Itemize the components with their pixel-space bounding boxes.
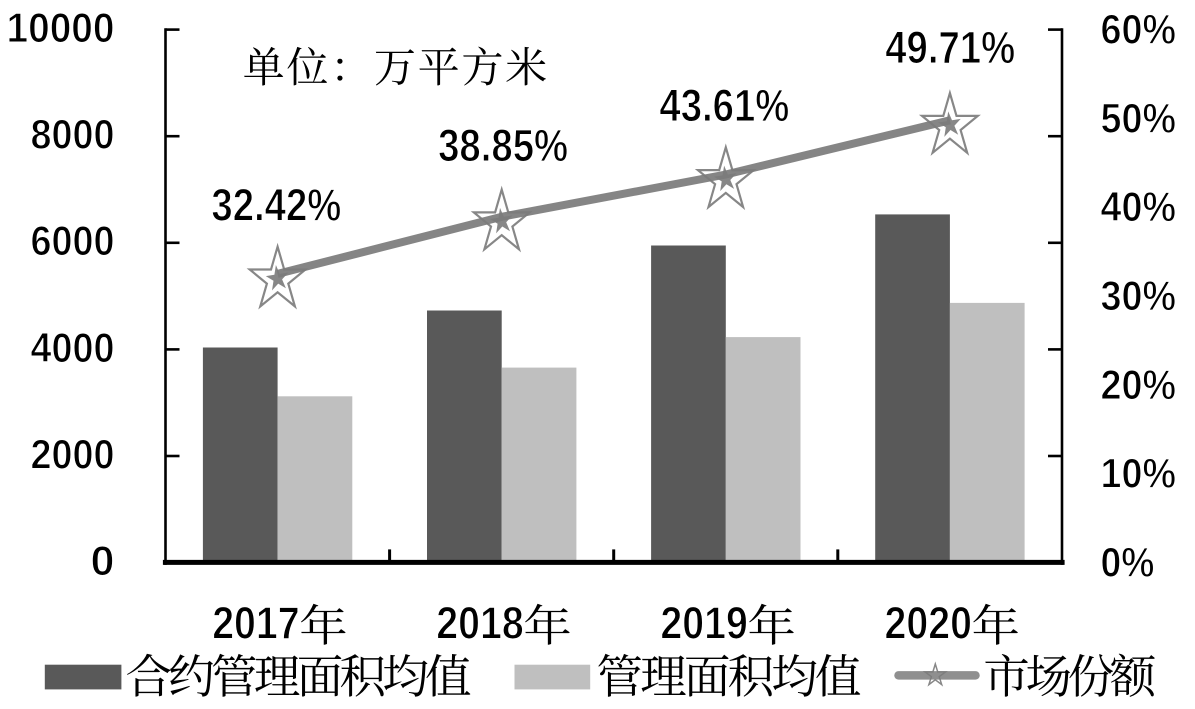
- svg-text:0%: 0%: [1101, 539, 1155, 586]
- svg-text:38.85%: 38.85%: [438, 120, 568, 171]
- svg-text:32.42%: 32.42%: [211, 179, 341, 230]
- svg-text:2018: 2018: [436, 597, 524, 648]
- svg-text:10000: 10000: [7, 4, 115, 51]
- svg-text:6000: 6000: [31, 217, 115, 264]
- svg-text:50%: 50%: [1101, 94, 1177, 141]
- svg-text:10%: 10%: [1101, 450, 1177, 497]
- svg-text:2000: 2000: [31, 430, 115, 477]
- svg-text:2019: 2019: [660, 597, 748, 648]
- svg-text:20%: 20%: [1101, 361, 1177, 408]
- svg-text:8000: 8000: [31, 111, 115, 158]
- svg-text:49.71%: 49.71%: [885, 22, 1015, 73]
- svg-text:40%: 40%: [1101, 183, 1177, 230]
- svg-text:43.61%: 43.61%: [659, 80, 789, 131]
- svg-text:60%: 60%: [1101, 6, 1177, 53]
- svg-text:4000: 4000: [31, 324, 115, 371]
- svg-text:2017: 2017: [212, 597, 300, 648]
- svg-text:30%: 30%: [1101, 272, 1177, 319]
- svg-text:2020: 2020: [885, 597, 973, 648]
- svg-text:0: 0: [91, 537, 115, 584]
